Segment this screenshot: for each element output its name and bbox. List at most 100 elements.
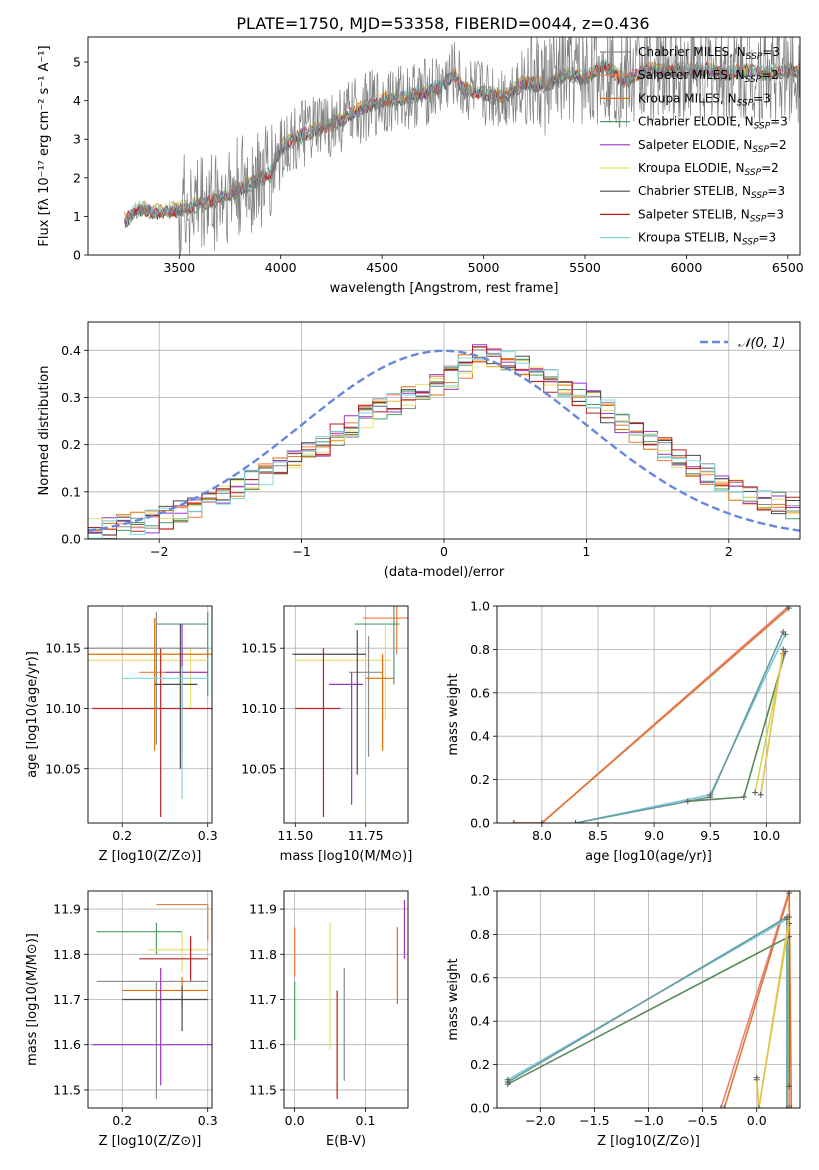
y-tick-label: 10.15 [45, 641, 81, 656]
y-axis-label: age [log10(age/yr)] [25, 651, 40, 778]
y-tick-label: 0.0 [470, 1101, 490, 1116]
mass-weight-point [784, 1105, 791, 1108]
x-tick-label: 11.50 [277, 828, 313, 843]
observed-spectrum-line [124, 37, 800, 255]
y-tick-label: 0.3 [61, 390, 81, 405]
x-tick-label: −1.5 [579, 1113, 609, 1128]
x-axis-label: Z [log10(Z/Z⊙)] [597, 1134, 700, 1149]
y-axis-label: mass [log10(M/M⊙)] [25, 933, 40, 1066]
mass-weight-point [718, 1105, 725, 1108]
y-tick-label: 2 [73, 170, 81, 185]
x-axis-label: mass [log10(M/M⊙)] [280, 849, 413, 864]
x-tick-label: 0 [440, 544, 448, 559]
legend-n-ssp: =2 [761, 161, 779, 175]
mass-weight-point [757, 791, 764, 798]
panel-mass_weight_vs_age: 8.0 8.5 9.0 9.5 10.0 0.0 0.2 0.4 0.6 0.8 1.0 age [l… [446, 599, 801, 864]
legend-label-text: Kroupa ELODIE, N [638, 161, 745, 175]
panel-mass_vs_ebv: 0.0 0.1 11.5 11.6 11.7 11.8 11.9 E(B-V) [249, 890, 409, 1149]
y-tick-label: 0.0 [61, 532, 81, 547]
x-tick-label: −1 [292, 544, 310, 559]
legend-label: Kroupa STELIB, NSSP=3 [638, 231, 776, 248]
mass-weight-point [755, 1105, 762, 1108]
plot-area [92, 903, 212, 1099]
axes-frame [87, 890, 213, 1109]
mass-weight-point [740, 793, 747, 800]
panel-residuals: −2 −1 0 1 2 0.0 0.1 0.2 0.3 0.4 𝒩(0, 1) (data-model… [37, 321, 801, 580]
legend-label: Kroupa ELODIE, NSSP=2 [638, 161, 779, 178]
x-tick-label: 0.2 [112, 1113, 132, 1128]
y-tick-label: 11.7 [249, 992, 277, 1007]
legend-label-text: Chabrier STELIB, N [638, 184, 751, 198]
y-tick-label: 10.10 [241, 701, 277, 716]
x-tick-label: 5000 [468, 260, 500, 275]
y-tick-label: 0.2 [61, 437, 81, 452]
x-tick-label: 1 [582, 544, 590, 559]
y-tick-label: 11.6 [53, 1037, 81, 1052]
x-tick-label: 0.0 [285, 1113, 305, 1128]
axes-frame [496, 605, 801, 824]
mass-weight-point [752, 789, 759, 796]
y-tick-label: 1.0 [470, 884, 490, 899]
x-tick-label: −0.5 [687, 1113, 717, 1128]
mass-weight-point [786, 914, 793, 921]
plot-area [292, 606, 408, 817]
mass-weight-point [721, 1105, 728, 1108]
legend-label: Chabrier ELODIE, NSSP=3 [638, 115, 788, 132]
x-tick-label: 0.3 [198, 1113, 218, 1128]
y-tick-label: 0.6 [470, 970, 490, 985]
legend-subscript: SSP [751, 191, 768, 201]
mass-weight-line [575, 631, 784, 823]
figure-title: PLATE=1750, MJD=53358, FIBERID=0044, z=0… [236, 14, 649, 33]
legend-label-text: Kroupa STELIB, N [638, 231, 742, 245]
panel-age_vs_mass: 11.50 11.75 10.05 10.10 10.15 mass [log10(M/M… [241, 605, 413, 864]
legend-subscript: SSP [746, 52, 763, 62]
mass-weight-point [780, 646, 787, 653]
x-tick-label: 0.3 [198, 828, 218, 843]
legend-n-ssp: =3 [768, 184, 786, 198]
y-axis-label: Flux [fλ 10⁻¹⁷ erg cm⁻² s⁻¹ A⁻¹] [37, 45, 52, 246]
plot-area [294, 900, 406, 1099]
y-axis-label: mass weight [446, 673, 461, 755]
x-tick-label: 0.1 [356, 1113, 376, 1128]
axes-frame [87, 36, 801, 256]
mass-weight-line [723, 892, 793, 1108]
legend-n-ssp: =2 [761, 68, 779, 82]
legend-n-ssp: =3 [766, 207, 784, 221]
legend-subscript: SSP [752, 145, 769, 155]
y-tick-label: 11.9 [53, 902, 81, 917]
y-tick-label: 11.8 [53, 947, 81, 962]
y-tick-label: 11.6 [249, 1037, 277, 1052]
legend-subscript: SSP [737, 98, 754, 108]
legend-label: Chabrier MILES, NSSP=3 [638, 45, 780, 62]
mass-weight-point [504, 1081, 511, 1088]
legend-label: 𝒩(0, 1) [738, 336, 785, 351]
x-tick-label: 6000 [670, 260, 702, 275]
axes-frame [283, 605, 409, 824]
axes-frame [496, 890, 801, 1109]
y-tick-label: 0.0 [470, 816, 490, 831]
panel-mass_vs_Z: 0.2 0.3 11.5 11.6 11.7 11.8 11.9 Z [log10(Z/Z⊙)… [25, 890, 218, 1149]
y-tick-label: 11.9 [249, 902, 277, 917]
x-axis-label: wavelength [Angstrom, rest frame] [330, 281, 559, 296]
panel-mass_weight_vs_Z: −2.0 −1.5 −1.0 −0.5 0.0 0.0 0.2 0.4 0.6 0.8 1.0 Z [… [446, 884, 801, 1149]
x-tick-label: 4000 [265, 260, 297, 275]
x-tick-label: 0.2 [112, 828, 132, 843]
y-tick-label: 11.5 [249, 1082, 277, 1097]
legend-n-ssp: =3 [770, 115, 788, 129]
mass-weight-point [786, 1083, 793, 1090]
x-tick-label: 8.5 [588, 828, 608, 843]
mass-weight-line [507, 917, 788, 1108]
y-tick-label: 0.6 [470, 685, 490, 700]
panel-spectrum: 3500 4000 4500 5000 5500 6000 6500 0 1 2 3 4 5 Chabri… [37, 36, 804, 296]
legend-label-text: Salpeter ELODIE, N [638, 138, 752, 152]
y-tick-label: 0.2 [470, 772, 490, 787]
y-tick-label: 5 [73, 55, 81, 70]
mass-weight-line [755, 916, 790, 1108]
legend-label: Salpeter MILES, NSSP=2 [638, 68, 779, 85]
legend-label-text: Kroupa MILES, N [638, 91, 737, 105]
x-tick-label: 3500 [163, 260, 195, 275]
x-tick-label: 8.0 [532, 828, 552, 843]
x-tick-label: −1.0 [633, 1113, 663, 1128]
y-tick-label: 0.4 [470, 729, 490, 744]
